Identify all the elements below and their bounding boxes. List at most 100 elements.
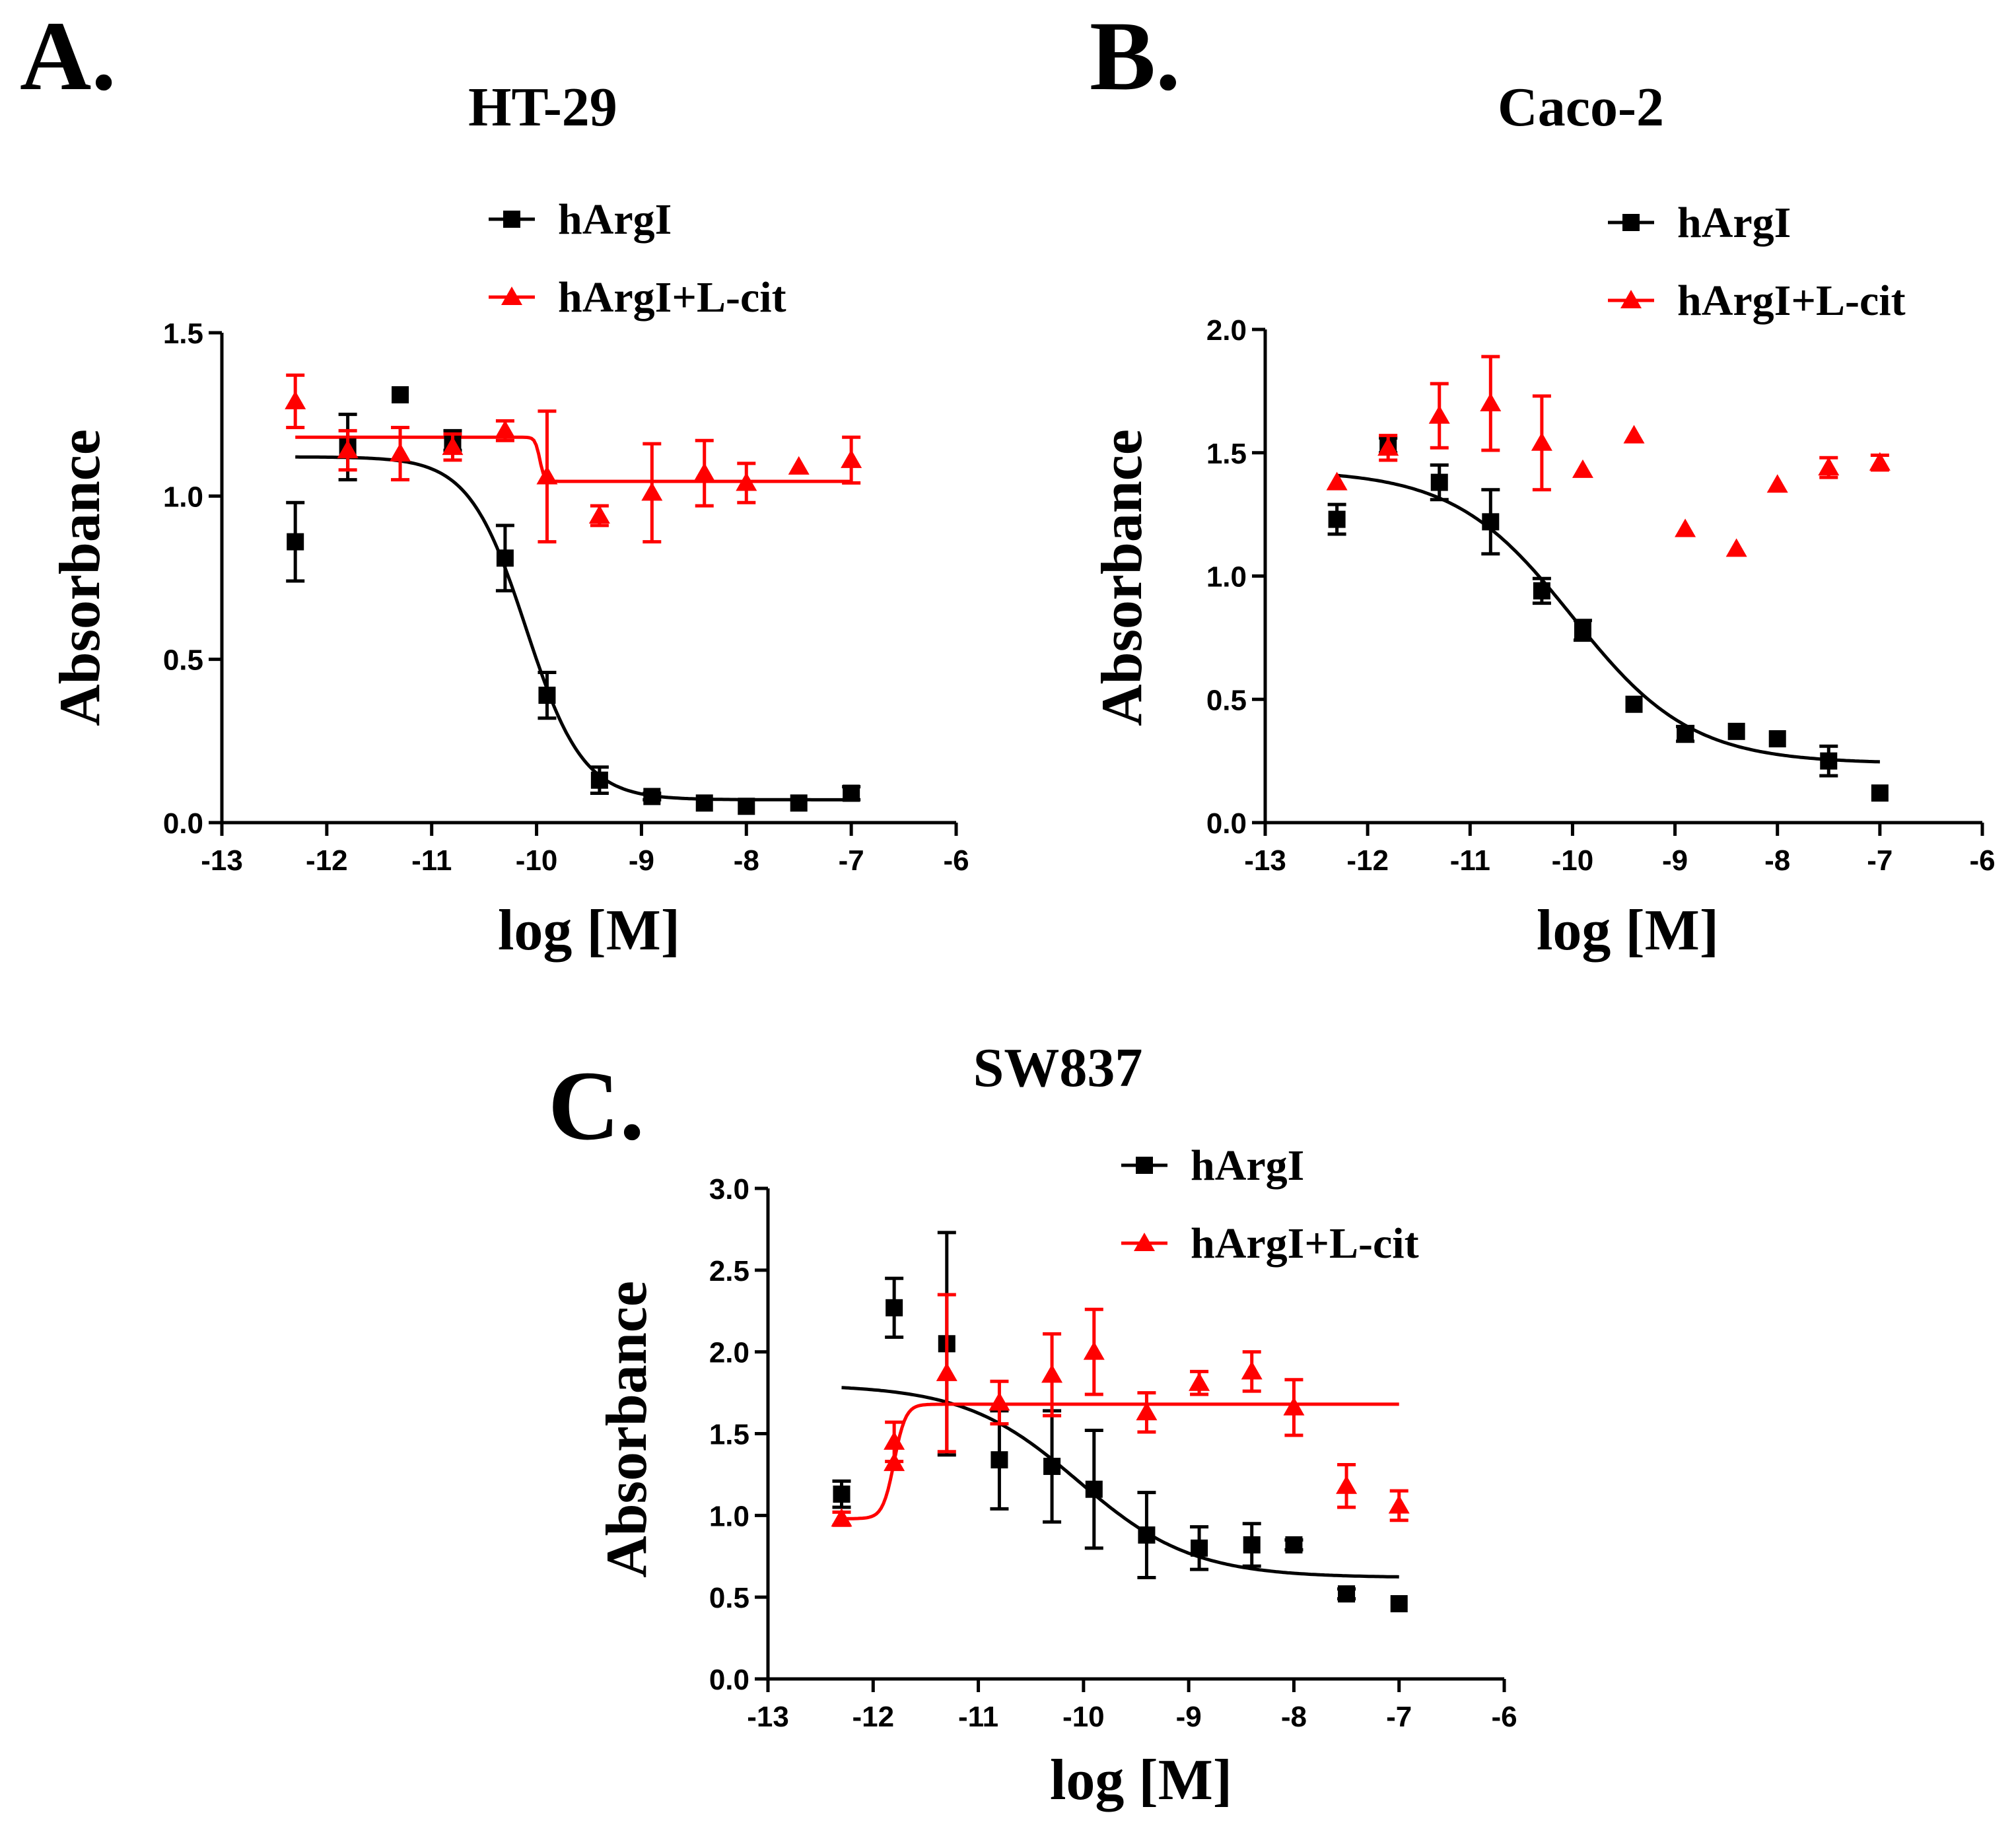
- data-point: [1338, 1585, 1356, 1603]
- data-point: [1138, 1526, 1156, 1544]
- y-tick-label: 1.5: [1206, 438, 1247, 470]
- data-point: [1136, 1402, 1158, 1421]
- data-point: [643, 788, 661, 805]
- y-tick-label: 0.0: [709, 1664, 749, 1696]
- panel-letter: A.: [20, 1, 116, 111]
- y-tick-label: 2.0: [709, 1337, 749, 1369]
- data-point: [736, 472, 757, 491]
- data-point: [1043, 1458, 1061, 1476]
- x-tick-label: -6: [1491, 1701, 1517, 1733]
- y-tick-label: 3.0: [709, 1173, 749, 1206]
- chart-title: HT-29: [468, 77, 617, 138]
- data-point: [1328, 510, 1346, 528]
- x-tick-label: -10: [516, 844, 558, 877]
- data-point: [790, 794, 808, 812]
- legend-label: hArgI+L-cit: [558, 273, 786, 322]
- data-point: [1533, 582, 1550, 599]
- y-tick-label: 0.0: [163, 807, 203, 840]
- chart-panel-b: B. Caco-2 0.0 0.5 1.0 1.5 2.0 -13 -12 -11 -10 -9 -8 -…: [1090, 1, 1996, 963]
- y-tick-label: 2.0: [1206, 314, 1247, 347]
- data-point: [1285, 1536, 1303, 1553]
- data-point: [1283, 1396, 1305, 1416]
- data-point: [989, 1392, 1010, 1411]
- data-point: [788, 456, 810, 475]
- fit-curve: [841, 1386, 1399, 1579]
- legend-label: hArgI: [558, 195, 672, 244]
- data-point: [936, 1362, 957, 1381]
- data-point: [1869, 452, 1891, 471]
- data-point: [991, 1451, 1008, 1469]
- data-point: [285, 390, 306, 409]
- fit-curve: [1337, 473, 1880, 764]
- data-point: [588, 505, 610, 524]
- y-axis-label: Absorbance: [1090, 429, 1154, 726]
- y-tick-label: 1.0: [1206, 561, 1247, 594]
- data-point: [833, 1485, 851, 1503]
- data-point: [1083, 1341, 1105, 1360]
- data-point: [841, 449, 862, 468]
- y-tick-label: 1.5: [163, 318, 203, 350]
- data-point: [1430, 473, 1448, 491]
- data-point: [886, 1299, 903, 1316]
- x-tick-label: -10: [1062, 1701, 1105, 1733]
- y-tick-label: 1.0: [163, 481, 203, 513]
- x-tick-label: -11: [1450, 844, 1490, 877]
- x-tick-label: -6: [943, 844, 969, 877]
- y-tick-label: 0.5: [709, 1582, 749, 1614]
- data-point: [538, 687, 556, 704]
- data-point: [1428, 405, 1450, 424]
- legend-marker: [1134, 1233, 1155, 1251]
- data-point: [1041, 1364, 1063, 1383]
- data-point: [1243, 1536, 1261, 1553]
- legend-marker: [501, 287, 522, 305]
- legend-marker: [1620, 290, 1642, 308]
- x-tick-label: -7: [1386, 1701, 1412, 1733]
- data-point: [1326, 471, 1348, 491]
- chart-title: Caco-2: [1498, 77, 1664, 138]
- legend-marker: [503, 211, 520, 228]
- data-point: [641, 482, 663, 501]
- data-point: [496, 549, 514, 567]
- fit-curve: [295, 455, 852, 802]
- x-tick-label: -13: [1244, 844, 1286, 877]
- data-point: [1377, 437, 1399, 456]
- x-axis-label: log [M]: [498, 899, 680, 963]
- data-point: [1189, 1372, 1210, 1391]
- x-tick-label: -11: [411, 844, 452, 877]
- data-point: [1531, 432, 1552, 451]
- legend-marker: [1136, 1157, 1153, 1174]
- data-point: [1574, 621, 1591, 639]
- data-point: [1727, 722, 1745, 740]
- x-tick-label: -6: [1969, 844, 1995, 877]
- x-tick-label: -9: [1662, 844, 1688, 877]
- data-point: [1820, 752, 1838, 770]
- data-point: [1871, 784, 1889, 802]
- x-tick-label: -13: [747, 1701, 789, 1733]
- data-point: [1725, 538, 1747, 557]
- x-tick-label: -8: [1281, 1701, 1307, 1733]
- x-tick-label: -9: [1176, 1701, 1202, 1733]
- data-point: [536, 465, 558, 485]
- data-point: [1818, 457, 1840, 476]
- data-point: [693, 462, 715, 481]
- fit-curve: [841, 1402, 1399, 1520]
- data-point: [695, 794, 713, 812]
- data-point: [494, 420, 516, 439]
- data-point: [442, 436, 464, 456]
- x-tick-label: -10: [1552, 844, 1594, 877]
- chart-title: SW837: [973, 1037, 1143, 1099]
- data-point: [831, 1508, 852, 1527]
- data-point: [738, 798, 755, 815]
- data-point: [1677, 725, 1694, 743]
- x-tick-label: -9: [629, 844, 654, 877]
- data-point: [1390, 1595, 1408, 1613]
- data-point: [590, 771, 608, 789]
- data-point: [884, 1431, 905, 1450]
- data-point: [1675, 518, 1696, 537]
- y-tick-label: 0.5: [163, 644, 203, 677]
- x-tick-label: -8: [734, 844, 759, 877]
- data-point: [1482, 513, 1500, 531]
- data-point: [1191, 1539, 1208, 1557]
- legend-label: hArgI+L-cit: [1677, 277, 1906, 325]
- data-point: [337, 440, 359, 459]
